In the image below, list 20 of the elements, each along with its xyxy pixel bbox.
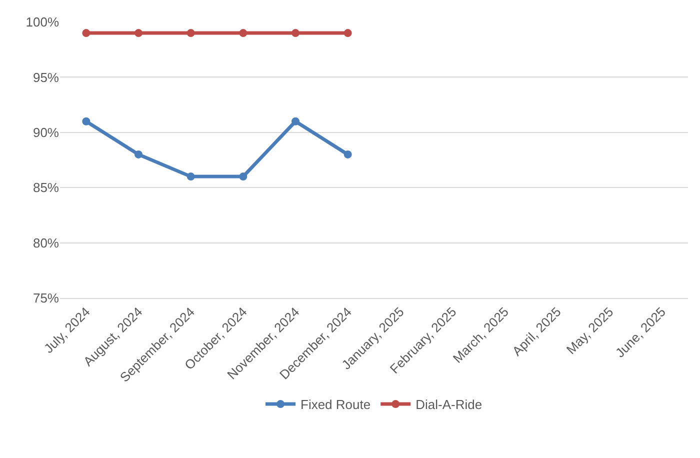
point: [134, 150, 142, 158]
legend-label: Dial-A-Ride: [416, 397, 482, 412]
y-tick-label: 90%: [32, 124, 60, 140]
y-tick-label: 100%: [26, 14, 60, 30]
point: [239, 172, 248, 181]
point: [82, 29, 90, 38]
point: [239, 29, 248, 38]
point: [186, 29, 195, 38]
y-tick-label: 75%: [32, 290, 60, 306]
point: [344, 29, 352, 38]
point: [134, 29, 142, 38]
legend-label: Fixed Route: [300, 397, 371, 412]
point: [292, 29, 300, 38]
y-tick-label: 85%: [32, 180, 60, 196]
point: [292, 117, 300, 126]
point: [186, 172, 195, 181]
y-tick-label: 95%: [32, 70, 60, 85]
point: [344, 150, 352, 158]
point: [82, 117, 90, 126]
y-tick-label: 80%: [32, 235, 60, 250]
